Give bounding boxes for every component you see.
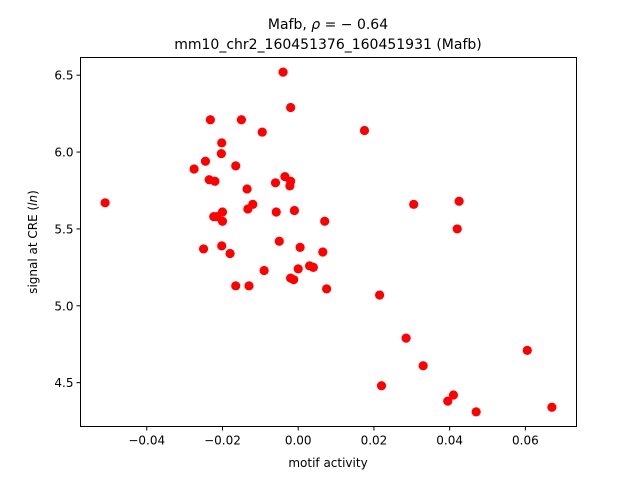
y-tick-label: 5.5 (54, 222, 73, 236)
data-point (217, 207, 228, 217)
data-point (217, 138, 227, 148)
data-point (443, 396, 453, 406)
y-axis-label: signal at CRE (ln) (26, 190, 40, 294)
data-point (322, 284, 332, 294)
y-axis-ticks: 4.5 5.0 5.5 6.0 6.5 (54, 69, 81, 390)
x-tick-label: −0.04 (128, 434, 165, 448)
data-point (308, 262, 318, 272)
data-point (448, 390, 459, 400)
data-point (318, 247, 328, 257)
data-point (295, 242, 305, 252)
chart-title-rho: ρ (311, 17, 320, 33)
chart-title-suffix: = − 0.64 (320, 17, 388, 33)
data-point (286, 102, 296, 113)
data-point (452, 224, 462, 234)
data-point (210, 176, 220, 186)
y-tick-label: 5.0 (54, 299, 73, 313)
data-point (242, 184, 252, 194)
y-axis-label-prefix: signal at CRE ( (26, 206, 40, 294)
data-point (217, 241, 227, 251)
data-point (257, 127, 267, 137)
data-point (289, 205, 300, 216)
data-point (522, 345, 532, 355)
data-point (205, 115, 215, 125)
data-point (100, 198, 110, 208)
data-point (200, 156, 211, 166)
data-point (278, 67, 288, 77)
data-point (231, 161, 241, 171)
data-point (236, 115, 247, 125)
data-point (271, 207, 281, 217)
data-point (547, 402, 557, 412)
data-point (259, 265, 269, 276)
data-point (409, 199, 419, 209)
x-tick-label: 0.06 (512, 434, 539, 448)
data-point (248, 199, 258, 209)
data-point (375, 290, 385, 300)
x-axis-ticks: −0.04 −0.02 0.00 0.02 0.04 0.06 (128, 426, 539, 448)
data-point (376, 381, 387, 391)
chart-title-line2: mm10_chr2_160451376_160451931 (Mafb) (174, 37, 482, 53)
data-point (189, 164, 199, 174)
y-axis-label-suffix: ) (26, 190, 40, 195)
x-axis-label: motif activity (288, 456, 367, 470)
data-point (198, 244, 209, 254)
y-axis-label-italic: ln (26, 195, 40, 206)
data-point (244, 281, 254, 291)
data-point (293, 264, 303, 274)
data-point (225, 248, 235, 259)
chart-title-line1: Mafb, ρ = − 0.64 (268, 17, 388, 33)
data-point (401, 333, 411, 343)
y-tick-label: 6.0 (54, 146, 73, 160)
data-point (359, 125, 370, 136)
x-tick-label: 0.04 (436, 434, 463, 448)
data-point (270, 178, 281, 188)
data-point (286, 176, 296, 186)
data-point (454, 196, 464, 206)
data-point (274, 236, 284, 246)
chart-title-prefix: Mafb, (268, 17, 311, 33)
x-tick-label: 0.02 (361, 434, 388, 448)
data-points (100, 67, 557, 417)
data-point (418, 361, 428, 371)
y-tick-label: 4.5 (54, 376, 73, 390)
data-point (320, 216, 330, 226)
x-tick-label: −0.02 (204, 434, 241, 448)
data-point (471, 407, 481, 417)
data-point (217, 216, 228, 226)
y-tick-label: 6.5 (54, 69, 73, 83)
data-point (216, 148, 226, 159)
data-point (289, 275, 299, 285)
x-tick-label: 0.00 (285, 434, 312, 448)
plot-frame (80, 57, 577, 427)
data-point (231, 281, 241, 291)
